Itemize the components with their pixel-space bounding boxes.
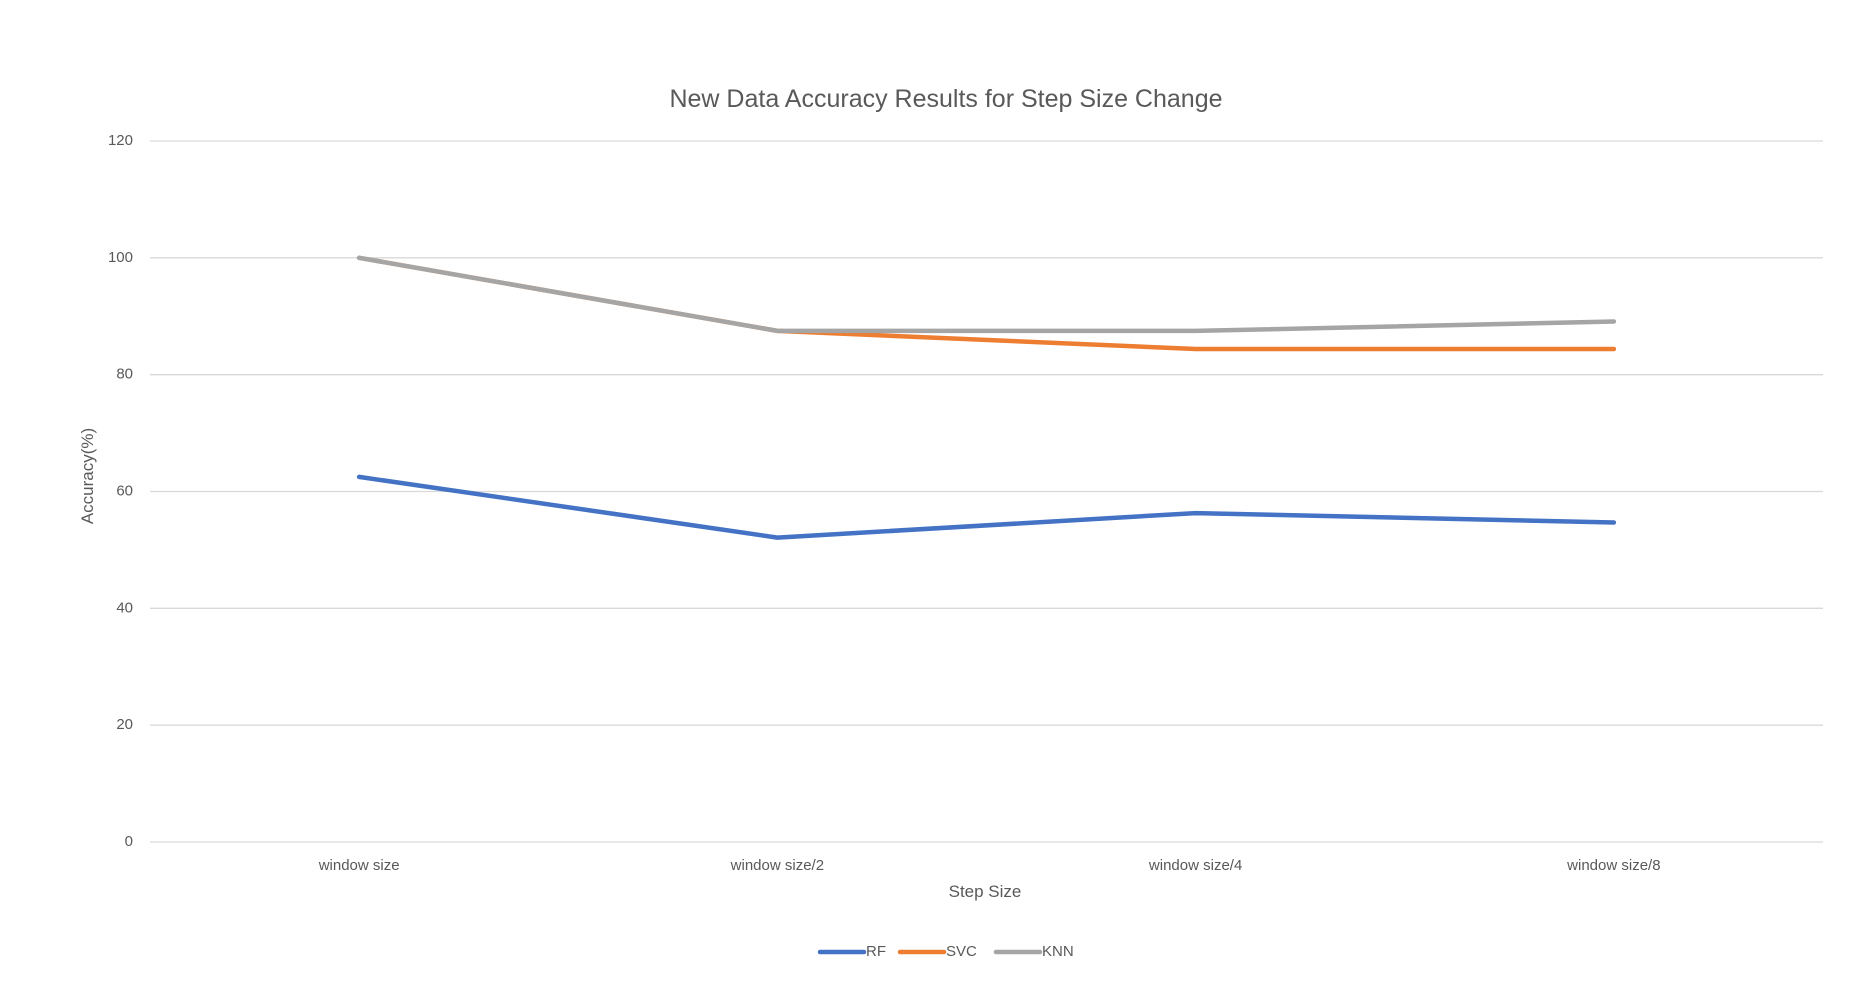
series-line-svc [356,255,1617,352]
gridlines [150,140,1823,843]
series-lines [356,255,1617,540]
x-tick-label: window size [318,857,400,874]
y-axis-title: Accuracy(%) [78,428,97,524]
y-tick-label: 120 [108,132,133,149]
legend-label: RF [866,943,886,960]
x-axis-ticks: window size window size/2 window size/4 win… [318,857,1661,874]
y-tick-label: 100 [108,249,133,266]
y-axis-ticks: 0 20 40 60 80 100 120 [108,132,133,850]
x-tick-label: window size/2 [730,857,824,874]
y-tick-label: 80 [116,366,133,383]
legend-label: SVC [946,943,977,960]
x-tick-label: window size/4 [1148,857,1242,874]
legend: RF SVC KNN [817,943,1074,960]
x-axis-title: Step Size [949,882,1022,901]
y-tick-label: 0 [125,833,133,850]
legend-label: KNN [1042,943,1074,960]
series-line-knn [356,255,1617,334]
chart-title: New Data Accuracy Results for Step Size … [669,85,1222,113]
y-tick-label: 40 [116,599,133,616]
series-line-rf [356,474,1617,540]
y-tick-label: 20 [116,716,133,733]
y-tick-label: 60 [116,482,133,499]
x-tick-label: window size/8 [1566,857,1660,874]
